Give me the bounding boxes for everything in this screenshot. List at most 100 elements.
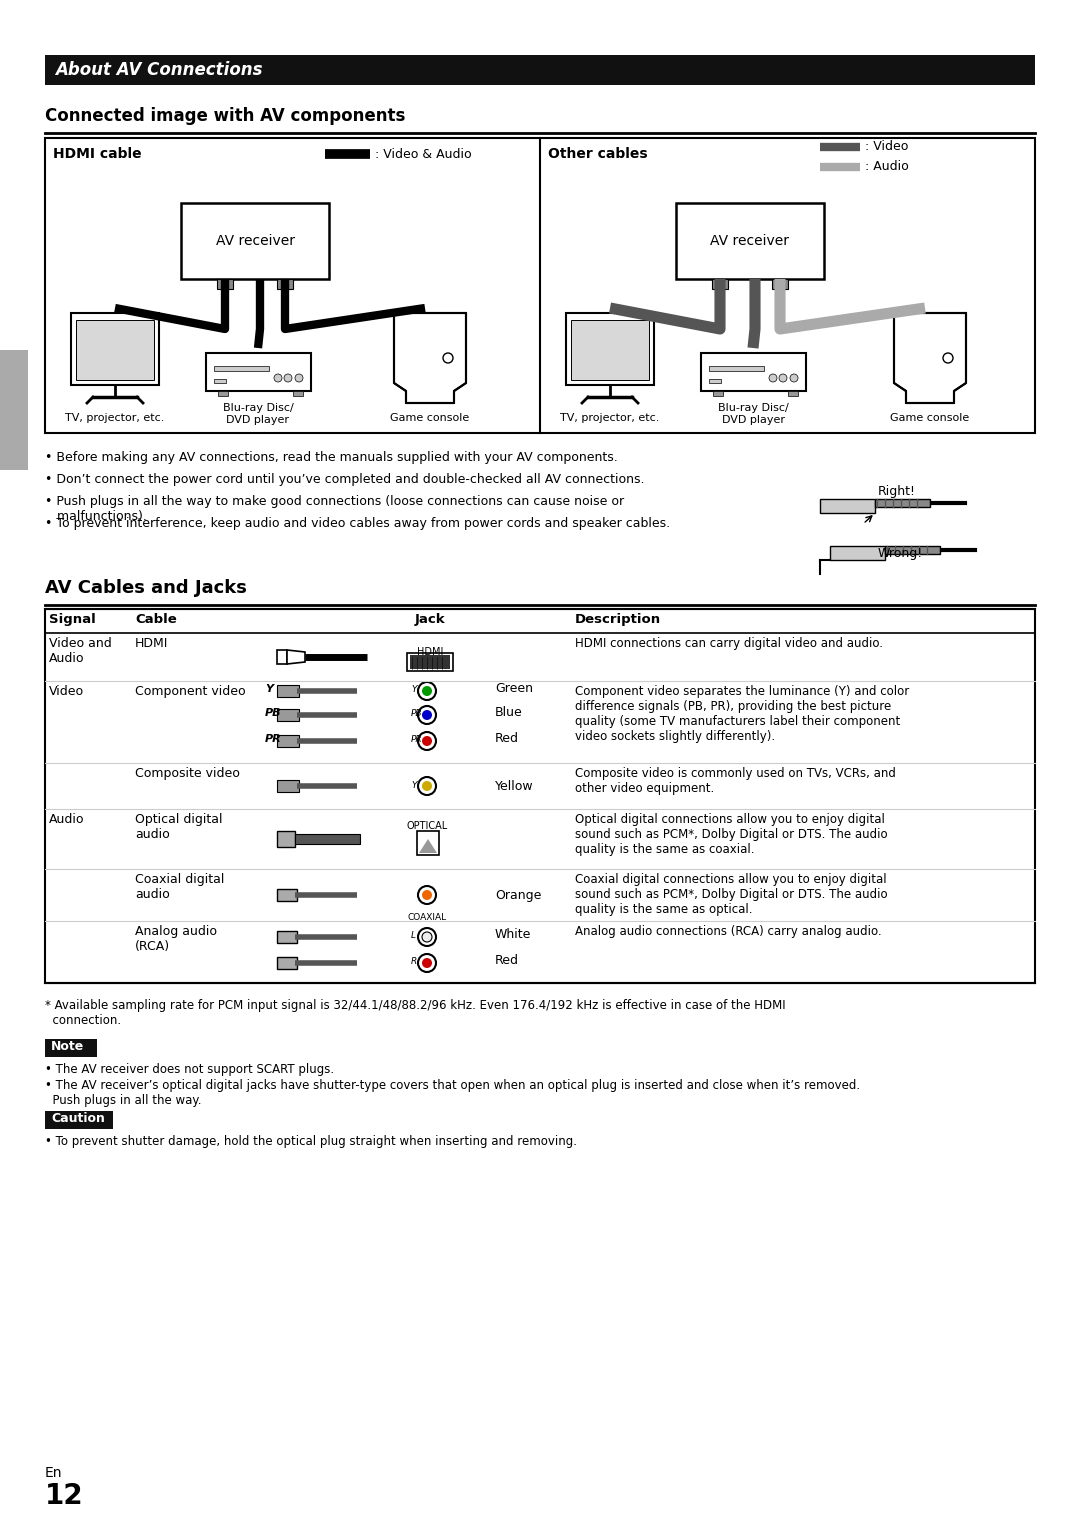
Text: AV Cables and Jacks: AV Cables and Jacks [45, 578, 247, 597]
Text: Composite video: Composite video [135, 768, 240, 780]
Bar [214, 366, 269, 371]
Bar [875, 499, 930, 507]
Text: Description: Description [575, 613, 661, 626]
Bar [276, 780, 299, 792]
Text: Blu-ray Disc/
DVD player: Blu-ray Disc/ DVD player [222, 403, 294, 424]
Text: Coaxial digital
audio: Coaxial digital audio [135, 873, 225, 900]
Text: • Push plugs in all the way to make good connections (loose connections can caus: • Push plugs in all the way to make good… [45, 494, 624, 523]
Text: TV, projector, etc.: TV, projector, etc. [65, 414, 164, 423]
Text: Right!: Right! [878, 484, 916, 497]
Text: • To prevent interference, keep audio and video cables away from power cords and: • To prevent interference, keep audio an… [45, 517, 670, 530]
Circle shape [284, 374, 292, 382]
Bar [712, 279, 728, 288]
Bar [831, 546, 885, 560]
Circle shape [422, 710, 432, 720]
Circle shape [789, 374, 798, 382]
Text: OPTICAL: OPTICAL [406, 821, 447, 832]
Circle shape [295, 374, 303, 382]
Text: AV receiver: AV receiver [216, 233, 295, 249]
Bar [181, 203, 329, 279]
Text: Other cables: Other cables [548, 146, 648, 162]
Text: Jack: Jack [415, 613, 446, 626]
Bar [276, 710, 299, 720]
Bar [701, 353, 806, 391]
Bar [820, 499, 875, 513]
Circle shape [779, 374, 787, 382]
Text: Game console: Game console [890, 414, 970, 423]
Text: Audio: Audio [49, 813, 84, 826]
Circle shape [418, 887, 436, 903]
Bar [218, 391, 228, 397]
Text: HDMI connections can carry digital video and audio.: HDMI connections can carry digital video… [575, 636, 883, 650]
Circle shape [418, 928, 436, 946]
Text: L: L [411, 931, 416, 940]
Circle shape [943, 353, 953, 363]
Text: • The AV receiver’s optical digital jacks have shutter-type covers that open whe: • The AV receiver’s optical digital jack… [45, 1079, 860, 1106]
Text: Blue: Blue [495, 707, 523, 719]
Circle shape [418, 954, 436, 972]
Bar [788, 391, 798, 397]
Circle shape [418, 707, 436, 723]
Text: Coaxial digital connections allow you to enjoy digital
sound such as PCM*, Dolby: Coaxial digital connections allow you to… [575, 873, 888, 916]
Text: Composite video is commonly used on TVs, VCRs, and
other video equipment.: Composite video is commonly used on TVs,… [575, 768, 896, 795]
Text: Video: Video [49, 685, 84, 697]
Circle shape [769, 374, 777, 382]
Bar [45, 55, 1035, 85]
Text: Wrong!: Wrong! [878, 548, 923, 560]
Text: Y: Y [411, 781, 417, 790]
Text: Video and
Audio: Video and Audio [49, 636, 111, 665]
Text: Red: Red [495, 954, 519, 967]
Polygon shape [287, 650, 305, 664]
Circle shape [418, 732, 436, 749]
Text: 12: 12 [45, 1482, 83, 1511]
Circle shape [422, 781, 432, 790]
Text: Game console: Game console [390, 414, 470, 423]
Circle shape [443, 353, 453, 363]
Text: • Before making any AV connections, read the manuals supplied with your AV compo: • Before making any AV connections, read… [45, 452, 618, 464]
Text: AV receiver: AV receiver [711, 233, 789, 249]
Text: Component video: Component video [135, 685, 245, 697]
Text: Note: Note [51, 1041, 84, 1053]
Text: Red: Red [495, 732, 519, 746]
Text: HDMI: HDMI [135, 636, 168, 650]
Circle shape [422, 932, 432, 942]
Text: Analog audio connections (RCA) carry analog audio.: Analog audio connections (RCA) carry ana… [575, 925, 881, 938]
Text: Connected image with AV components: Connected image with AV components [45, 107, 405, 125]
Circle shape [422, 890, 432, 900]
Bar [276, 957, 297, 969]
Bar [295, 835, 360, 844]
Text: : Video & Audio: : Video & Audio [375, 148, 472, 160]
Bar [45, 1039, 97, 1058]
Text: * Available sampling rate for PCM input signal is 32/44.1/48/88.2/96 kHz. Even 1: * Available sampling rate for PCM input … [45, 1000, 785, 1027]
Bar [708, 378, 721, 383]
Text: : Video: : Video [865, 140, 908, 154]
Text: PR: PR [411, 734, 422, 743]
Text: : Audio: : Audio [865, 160, 908, 174]
Text: PB: PB [411, 708, 422, 717]
Text: Caution: Caution [51, 1112, 105, 1125]
Bar [417, 832, 438, 855]
Text: Analog audio
(RCA): Analog audio (RCA) [135, 925, 217, 954]
Text: Yellow: Yellow [495, 780, 534, 792]
Bar [45, 609, 1035, 633]
Bar [45, 1111, 113, 1129]
Text: Optical digital
audio: Optical digital audio [135, 813, 222, 841]
Text: PB: PB [265, 708, 282, 719]
Text: White: White [495, 928, 531, 942]
Circle shape [274, 374, 282, 382]
Polygon shape [394, 313, 465, 403]
Bar [276, 832, 295, 847]
Bar [276, 931, 297, 943]
Bar [276, 650, 287, 664]
Bar [45, 137, 1035, 433]
Text: • The AV receiver does not support SCART plugs.: • The AV receiver does not support SCART… [45, 1064, 334, 1076]
Bar [410, 655, 450, 668]
Text: • Don’t connect the power cord until you’ve completed and double-checked all AV : • Don’t connect the power cord until you… [45, 473, 645, 485]
Bar [71, 313, 159, 385]
Bar [45, 609, 1035, 983]
Bar [772, 279, 788, 288]
Bar [885, 546, 940, 554]
Text: Orange: Orange [495, 888, 541, 902]
Polygon shape [419, 839, 437, 853]
Bar [276, 736, 299, 748]
